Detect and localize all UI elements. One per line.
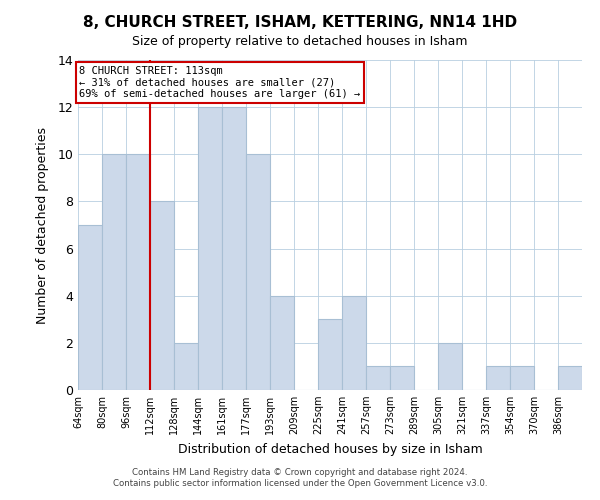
Bar	[270, 296, 294, 390]
Text: Contains HM Land Registry data © Crown copyright and database right 2024.
Contai: Contains HM Land Registry data © Crown c…	[113, 468, 487, 487]
Bar	[510, 366, 534, 390]
X-axis label: Distribution of detached houses by size in Isham: Distribution of detached houses by size …	[178, 442, 482, 456]
Bar	[318, 320, 342, 390]
Text: 8 CHURCH STREET: 113sqm
← 31% of detached houses are smaller (27)
69% of semi-de: 8 CHURCH STREET: 113sqm ← 31% of detache…	[79, 66, 361, 99]
Bar	[366, 366, 390, 390]
Bar	[222, 107, 246, 390]
Bar	[102, 154, 126, 390]
Text: Size of property relative to detached houses in Isham: Size of property relative to detached ho…	[132, 35, 468, 48]
Bar	[174, 343, 198, 390]
Bar	[198, 107, 222, 390]
Bar	[342, 296, 366, 390]
Y-axis label: Number of detached properties: Number of detached properties	[36, 126, 49, 324]
Bar	[246, 154, 270, 390]
Bar	[126, 154, 150, 390]
Bar	[558, 366, 582, 390]
Bar	[390, 366, 414, 390]
Bar	[486, 366, 510, 390]
Text: 8, CHURCH STREET, ISHAM, KETTERING, NN14 1HD: 8, CHURCH STREET, ISHAM, KETTERING, NN14…	[83, 15, 517, 30]
Bar	[150, 202, 174, 390]
Bar	[438, 343, 462, 390]
Bar	[78, 225, 102, 390]
